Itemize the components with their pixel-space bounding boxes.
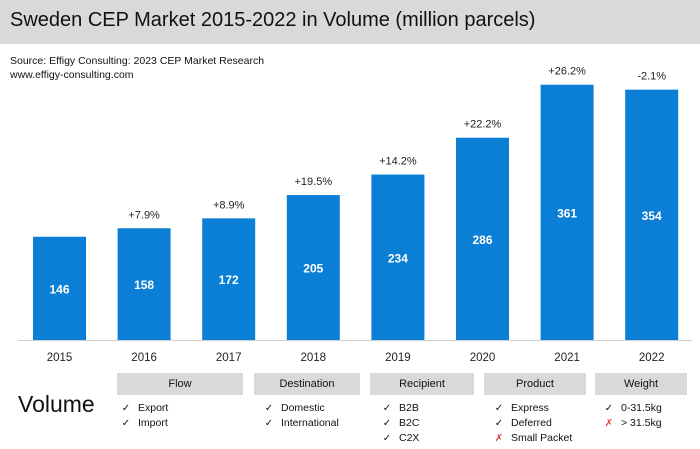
category-item-label: Small Packet <box>511 432 573 444</box>
category-item: ✗ Small Packet <box>492 431 572 446</box>
value-label-2017: 172 <box>219 273 239 287</box>
category-item: ✓ Deferred <box>492 416 572 431</box>
category-item-label: B2B <box>399 402 419 414</box>
bar-chart: 146 2015 158 +7.9% 2016 172 +8.9% 2017 205 +19.5%… <box>18 66 692 364</box>
source-text: Source: Effigy Consulting: 2023 CEP Mark… <box>10 55 265 67</box>
bar-2015 <box>33 236 86 340</box>
bar-2020 <box>456 137 509 340</box>
check-icon: ✓ <box>494 418 504 429</box>
bar-2018 <box>286 195 340 340</box>
category-item-label: C2X <box>399 432 420 444</box>
category-list-product: ✓ Express ✓ Deferred ✗ Small Packet <box>492 401 572 446</box>
category-item-label: B2C <box>399 417 420 429</box>
value-label-2018: 205 <box>303 262 323 276</box>
growth-label-2021: +26.2% <box>548 66 586 78</box>
growth-label-2020: +22.2% <box>464 119 502 131</box>
value-label-2015: 146 <box>49 282 69 296</box>
bar-2016 <box>117 228 171 340</box>
growth-label-2019: +14.2% <box>379 156 417 168</box>
category-item-label: > 31.5kg <box>621 417 662 429</box>
x-tick-2022: 2022 <box>639 352 665 364</box>
check-icon: ✓ <box>382 418 392 429</box>
category-item: ✓ Export <box>119 401 169 416</box>
category-header-weight: Weight <box>595 373 687 395</box>
category-list-destination: ✓ Domestic ✓ International <box>262 401 339 431</box>
x-tick-2016: 2016 <box>131 352 157 364</box>
check-icon: ✓ <box>264 418 274 429</box>
category-header-recipient: Recipient <box>370 373 474 395</box>
growth-label-2018: +19.5% <box>294 176 332 188</box>
x-tick-2021: 2021 <box>554 352 580 364</box>
check-icon: ✓ <box>494 403 504 414</box>
value-label-2019: 234 <box>388 251 408 265</box>
cross-icon: ✗ <box>604 418 614 429</box>
bar-2019 <box>371 174 425 340</box>
check-icon: ✓ <box>121 418 131 429</box>
bar-2021 <box>540 84 594 340</box>
category-item-label: Express <box>511 402 549 414</box>
value-label-2022: 354 <box>642 209 662 223</box>
title-bar: Sweden CEP Market 2015-2022 in Volume (m… <box>0 0 700 44</box>
check-icon: ✓ <box>604 403 614 414</box>
x-tick-2017: 2017 <box>216 352 242 364</box>
growth-label-2022: -2.1% <box>637 71 666 83</box>
check-icon: ✓ <box>264 403 274 414</box>
category-header-product: Product <box>484 373 586 395</box>
category-list-flow: ✓ Export ✓ Import <box>119 401 169 431</box>
category-header-destination: Destination <box>254 373 360 395</box>
category-item: ✓ Import <box>119 416 168 431</box>
value-label-2021: 361 <box>557 206 577 220</box>
website-text: www.effigy-consulting.com <box>10 69 134 81</box>
category-item: ✓ Express <box>492 401 572 416</box>
category-list-recipient: ✓ B2B ✓ B2C ✓ C2X <box>380 401 420 446</box>
x-tick-2018: 2018 <box>301 352 327 364</box>
category-item-label: Export <box>138 402 169 414</box>
category-item-label: Domestic <box>281 402 325 414</box>
category-header-flow: Flow <box>117 373 243 395</box>
category-item: ✓ B2C <box>380 416 420 431</box>
category-item: ✓ International <box>262 416 339 431</box>
value-label-2016: 158 <box>134 278 154 292</box>
growth-label-2016: +7.9% <box>128 209 160 221</box>
category-item: ✗ > 31.5kg <box>602 416 662 431</box>
bar-2017 <box>202 218 256 340</box>
bar-2022 <box>625 89 679 340</box>
x-tick-2015: 2015 <box>47 352 73 364</box>
category-list-weight: ✓ 0-31.5kg ✗ > 31.5kg <box>602 401 662 431</box>
check-icon: ✓ <box>121 403 131 414</box>
chart-title: Sweden CEP Market 2015-2022 in Volume (m… <box>10 9 536 31</box>
category-item: ✓ C2X <box>380 431 420 446</box>
value-label-2020: 286 <box>472 233 492 247</box>
category-item: ✓ Domestic <box>262 401 339 416</box>
volume-label: Volume <box>18 391 95 417</box>
category-item-label: 0-31.5kg <box>621 402 662 414</box>
category-item: ✓ 0-31.5kg <box>602 401 662 416</box>
x-tick-2019: 2019 <box>385 352 411 364</box>
category-item-label: Import <box>138 417 168 429</box>
cross-icon: ✗ <box>494 433 504 444</box>
category-item: ✓ B2B <box>380 401 419 416</box>
category-item-label: Deferred <box>511 417 552 429</box>
x-tick-2020: 2020 <box>470 352 496 364</box>
growth-label-2017: +8.9% <box>213 199 245 211</box>
check-icon: ✓ <box>382 403 392 414</box>
category-item-label: International <box>281 417 339 429</box>
check-icon: ✓ <box>382 433 392 444</box>
